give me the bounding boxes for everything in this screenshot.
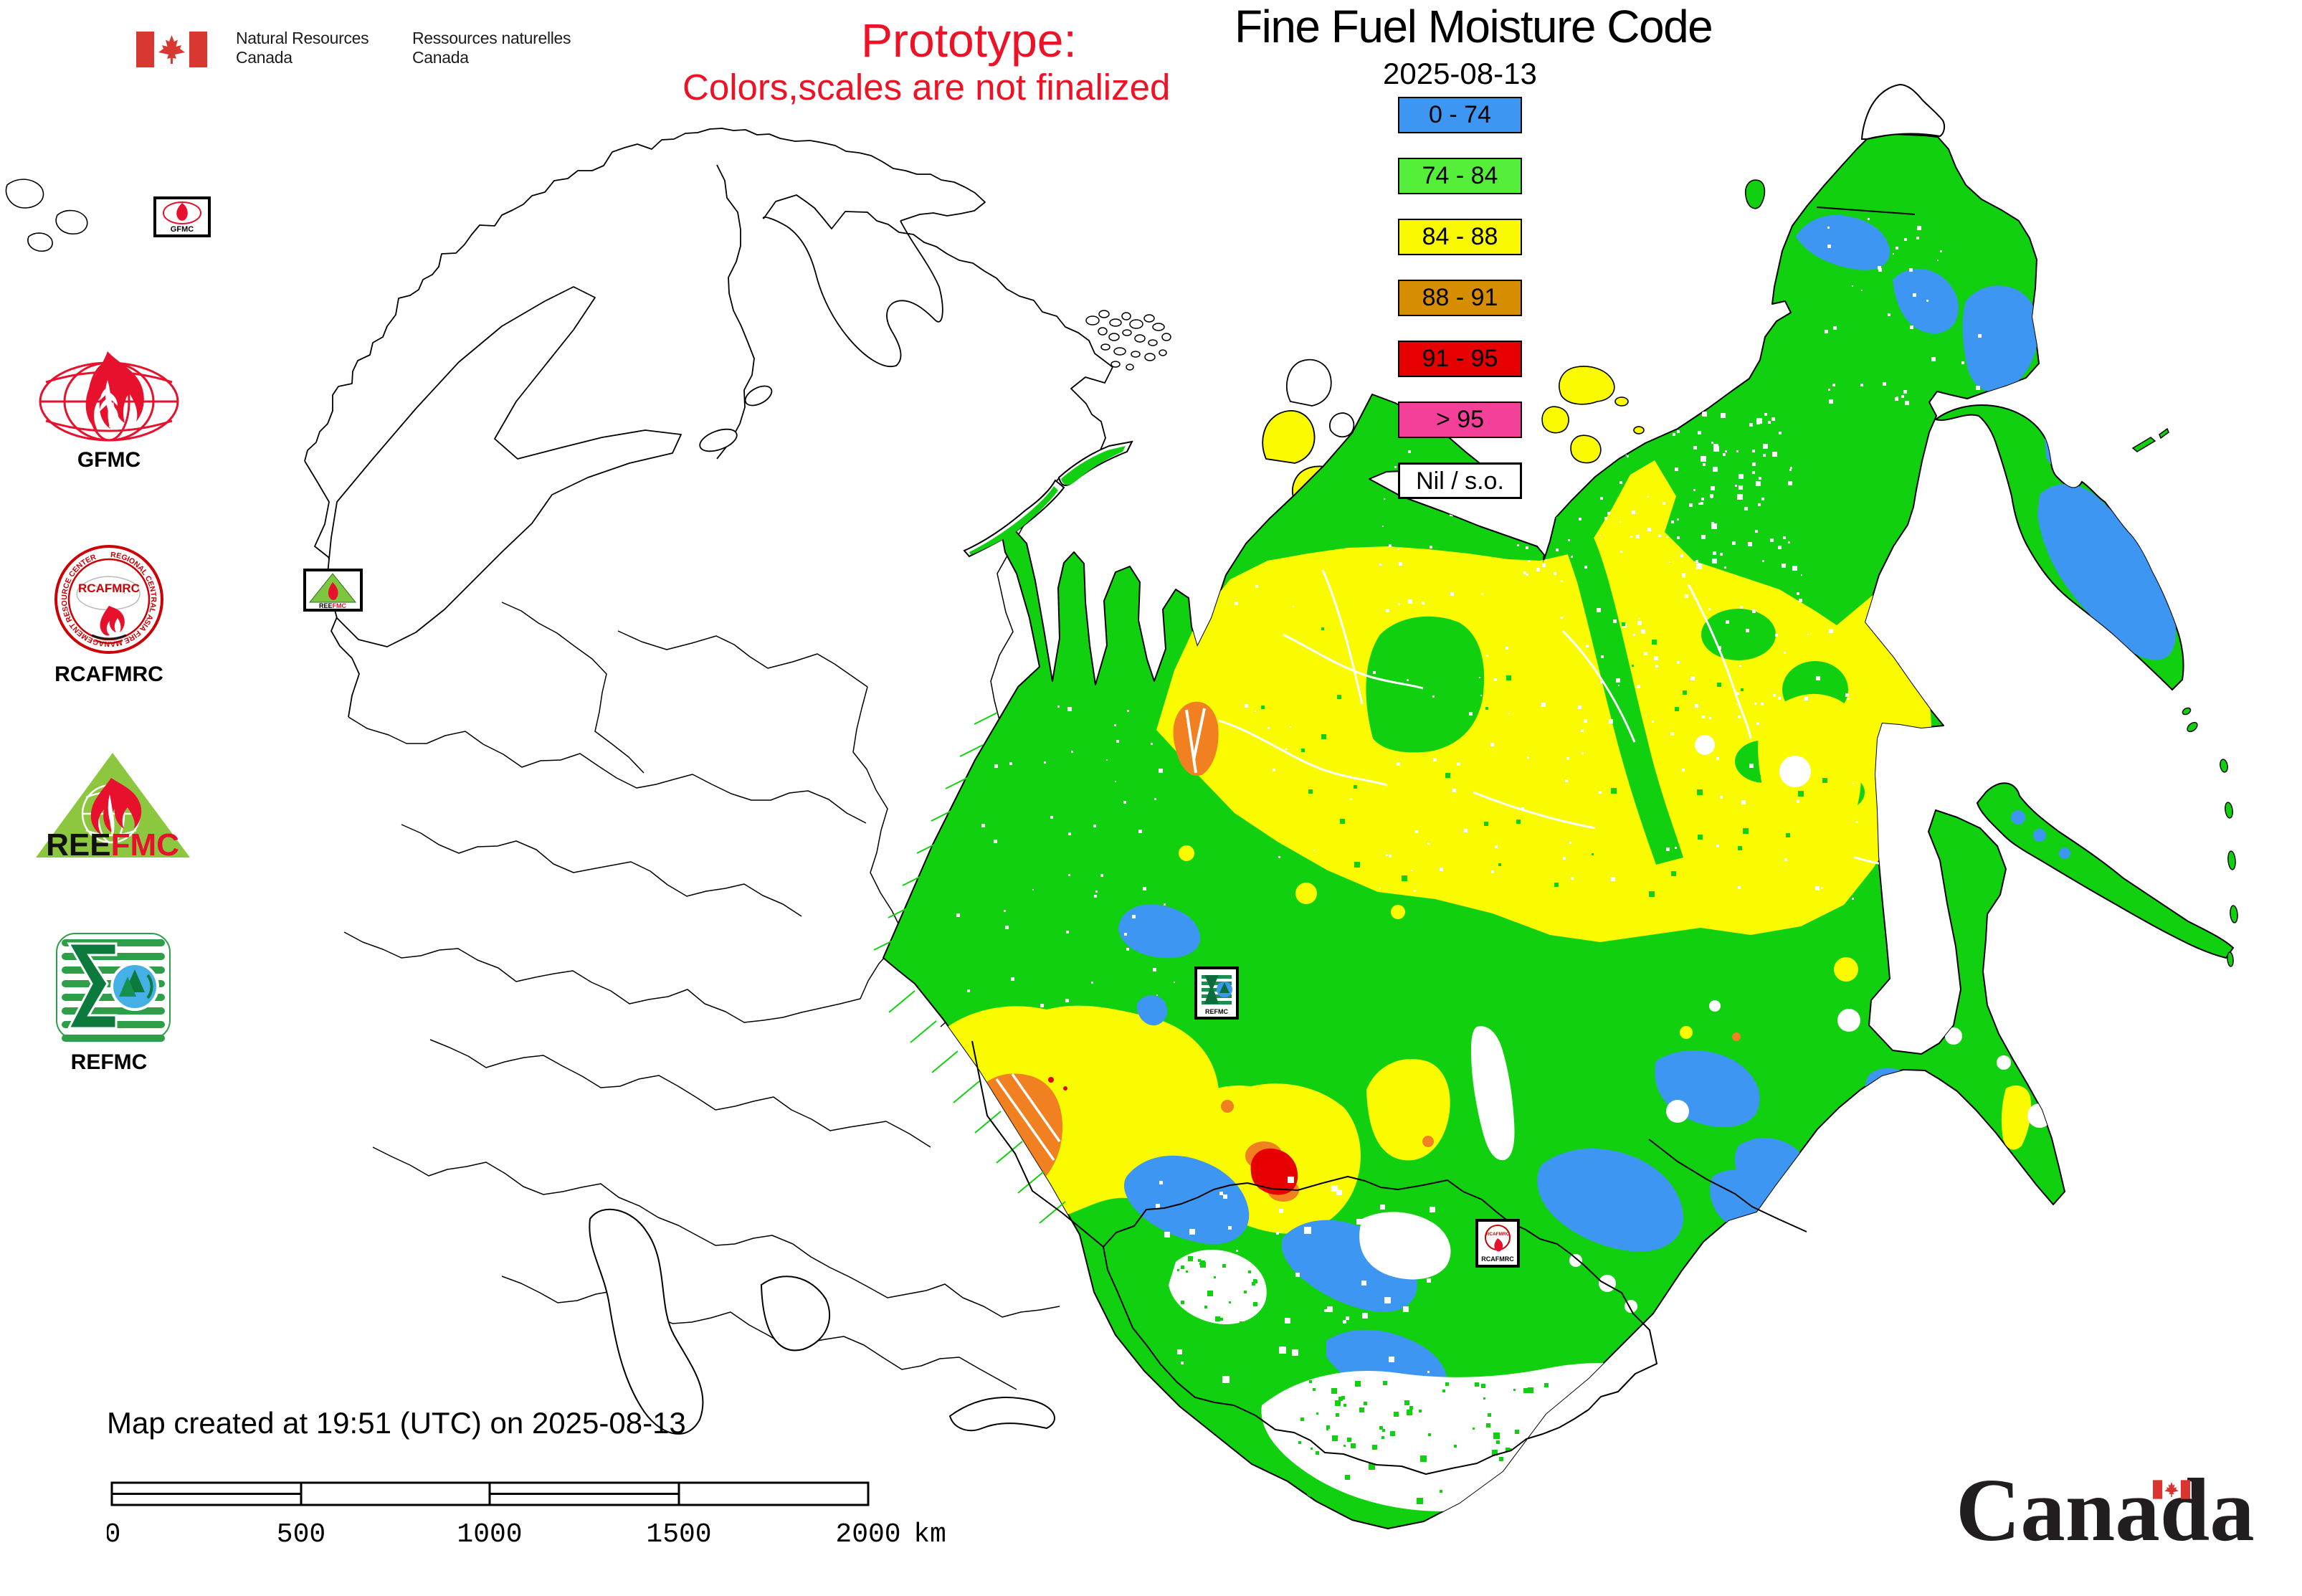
svg-text:500: 500 [277, 1519, 325, 1550]
svg-text:1000: 1000 [457, 1519, 522, 1550]
svg-text:REFMC: REFMC [1205, 1008, 1228, 1015]
svg-text:2000: 2000 [835, 1519, 900, 1550]
svg-text:0: 0 [107, 1519, 120, 1550]
svg-text:RCAFMRC: RCAFMRC [1481, 1255, 1514, 1263]
svg-text:RCAFMRC: RCAFMRC [54, 662, 163, 686]
svg-text:RCAFMRC: RCAFMRC [78, 581, 140, 595]
svg-text:km: km [913, 1519, 946, 1550]
svg-text:GFMC: GFMC [171, 225, 194, 234]
svg-text:REEFMC: REEFMC [319, 602, 347, 609]
svg-text:REEFMC: REEFMC [46, 827, 179, 863]
svg-text:RCAFMRC: RCAFMRC [1486, 1232, 1510, 1237]
svg-text:1500: 1500 [646, 1519, 711, 1550]
svg-text:GFMC: GFMC [77, 448, 141, 472]
svg-text:REFMC: REFMC [71, 1050, 148, 1074]
